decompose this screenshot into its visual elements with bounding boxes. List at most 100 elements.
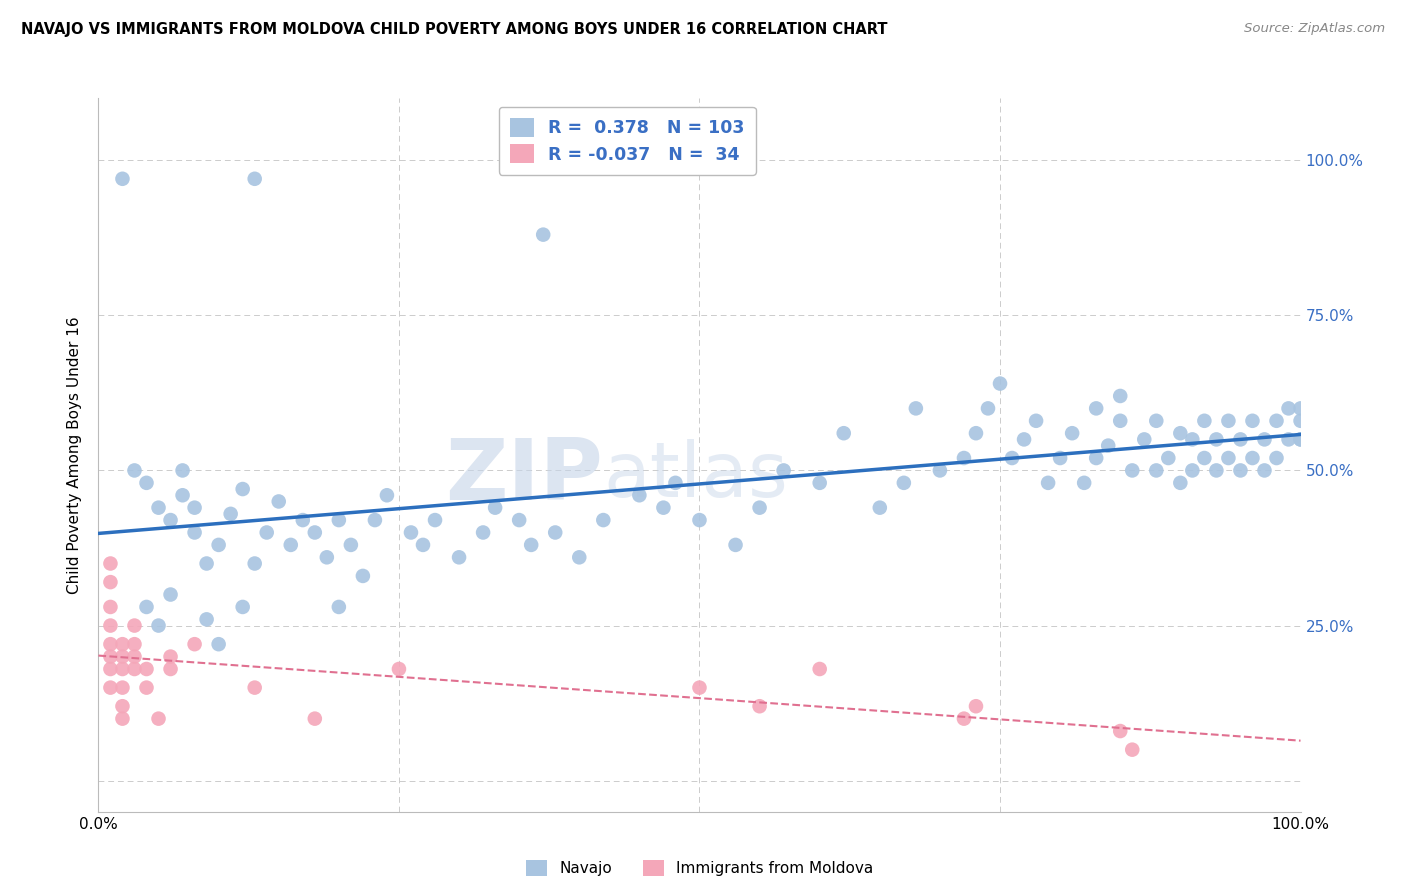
Point xyxy=(135,662,157,676)
Point xyxy=(135,599,157,614)
Point xyxy=(208,538,231,552)
Point xyxy=(267,494,290,508)
Point xyxy=(111,171,134,186)
Point xyxy=(111,699,134,714)
Point xyxy=(412,538,434,552)
Point xyxy=(159,649,181,664)
Point xyxy=(111,712,134,726)
Point xyxy=(243,557,266,571)
Point xyxy=(1241,414,1264,428)
Point xyxy=(1218,450,1240,465)
Point xyxy=(148,500,170,515)
Point xyxy=(148,712,170,726)
Point xyxy=(1109,724,1132,739)
Text: atlas: atlas xyxy=(603,440,789,513)
Point xyxy=(1229,463,1251,477)
Point xyxy=(977,401,1000,416)
Point xyxy=(1049,450,1071,465)
Point xyxy=(195,612,218,626)
Point xyxy=(724,538,747,552)
Point xyxy=(1265,450,1288,465)
Point xyxy=(1097,439,1119,453)
Point xyxy=(1073,475,1095,490)
Point xyxy=(100,681,122,695)
Point xyxy=(315,550,337,565)
Point xyxy=(1289,433,1312,447)
Text: Source: ZipAtlas.com: Source: ZipAtlas.com xyxy=(1244,22,1385,36)
Point xyxy=(1133,433,1156,447)
Point xyxy=(183,637,205,651)
Point xyxy=(544,525,567,540)
Point xyxy=(183,500,205,515)
Point xyxy=(447,550,470,565)
Point xyxy=(664,475,686,490)
Point xyxy=(399,525,422,540)
Point xyxy=(340,538,363,552)
Point xyxy=(159,662,181,676)
Point xyxy=(256,525,278,540)
Point xyxy=(965,699,987,714)
Point xyxy=(652,500,675,515)
Point xyxy=(375,488,398,502)
Point xyxy=(1241,450,1264,465)
Point xyxy=(208,637,231,651)
Point xyxy=(928,463,950,477)
Point xyxy=(1170,475,1192,490)
Point xyxy=(1144,463,1167,477)
Point xyxy=(953,450,976,465)
Point xyxy=(832,426,855,441)
Point xyxy=(111,637,134,651)
Point xyxy=(1012,433,1035,447)
Point xyxy=(1277,433,1299,447)
Point xyxy=(1170,426,1192,441)
Point xyxy=(1289,401,1312,416)
Point xyxy=(689,681,711,695)
Point xyxy=(183,525,205,540)
Point xyxy=(1025,414,1047,428)
Point xyxy=(100,557,122,571)
Point xyxy=(1205,463,1227,477)
Point xyxy=(1181,463,1204,477)
Point xyxy=(1229,433,1251,447)
Point xyxy=(1157,450,1180,465)
Point xyxy=(124,662,146,676)
Point xyxy=(423,513,446,527)
Point xyxy=(1194,450,1216,465)
Point xyxy=(904,401,927,416)
Point xyxy=(1036,475,1059,490)
Point xyxy=(100,599,122,614)
Point xyxy=(124,618,146,632)
Point xyxy=(280,538,302,552)
Point xyxy=(1181,433,1204,447)
Point xyxy=(1144,414,1167,428)
Point xyxy=(1121,463,1143,477)
Point xyxy=(1085,401,1108,416)
Point xyxy=(219,507,242,521)
Point xyxy=(352,569,374,583)
Point xyxy=(484,500,506,515)
Point xyxy=(1253,463,1275,477)
Point xyxy=(508,513,530,527)
Point xyxy=(135,475,157,490)
Point xyxy=(1289,433,1312,447)
Point xyxy=(148,618,170,632)
Point xyxy=(172,488,194,502)
Text: NAVAJO VS IMMIGRANTS FROM MOLDOVA CHILD POVERTY AMONG BOYS UNDER 16 CORRELATION : NAVAJO VS IMMIGRANTS FROM MOLDOVA CHILD … xyxy=(21,22,887,37)
Point xyxy=(232,482,254,496)
Point xyxy=(1109,389,1132,403)
Point xyxy=(748,699,770,714)
Point xyxy=(1001,450,1024,465)
Point xyxy=(520,538,543,552)
Point xyxy=(304,712,326,726)
Point xyxy=(100,649,122,664)
Point xyxy=(124,637,146,651)
Point xyxy=(1218,414,1240,428)
Point xyxy=(364,513,387,527)
Point xyxy=(1205,433,1227,447)
Point xyxy=(159,513,181,527)
Point xyxy=(328,599,350,614)
Point xyxy=(1289,414,1312,428)
Point xyxy=(808,475,831,490)
Point xyxy=(124,649,146,664)
Point xyxy=(111,681,134,695)
